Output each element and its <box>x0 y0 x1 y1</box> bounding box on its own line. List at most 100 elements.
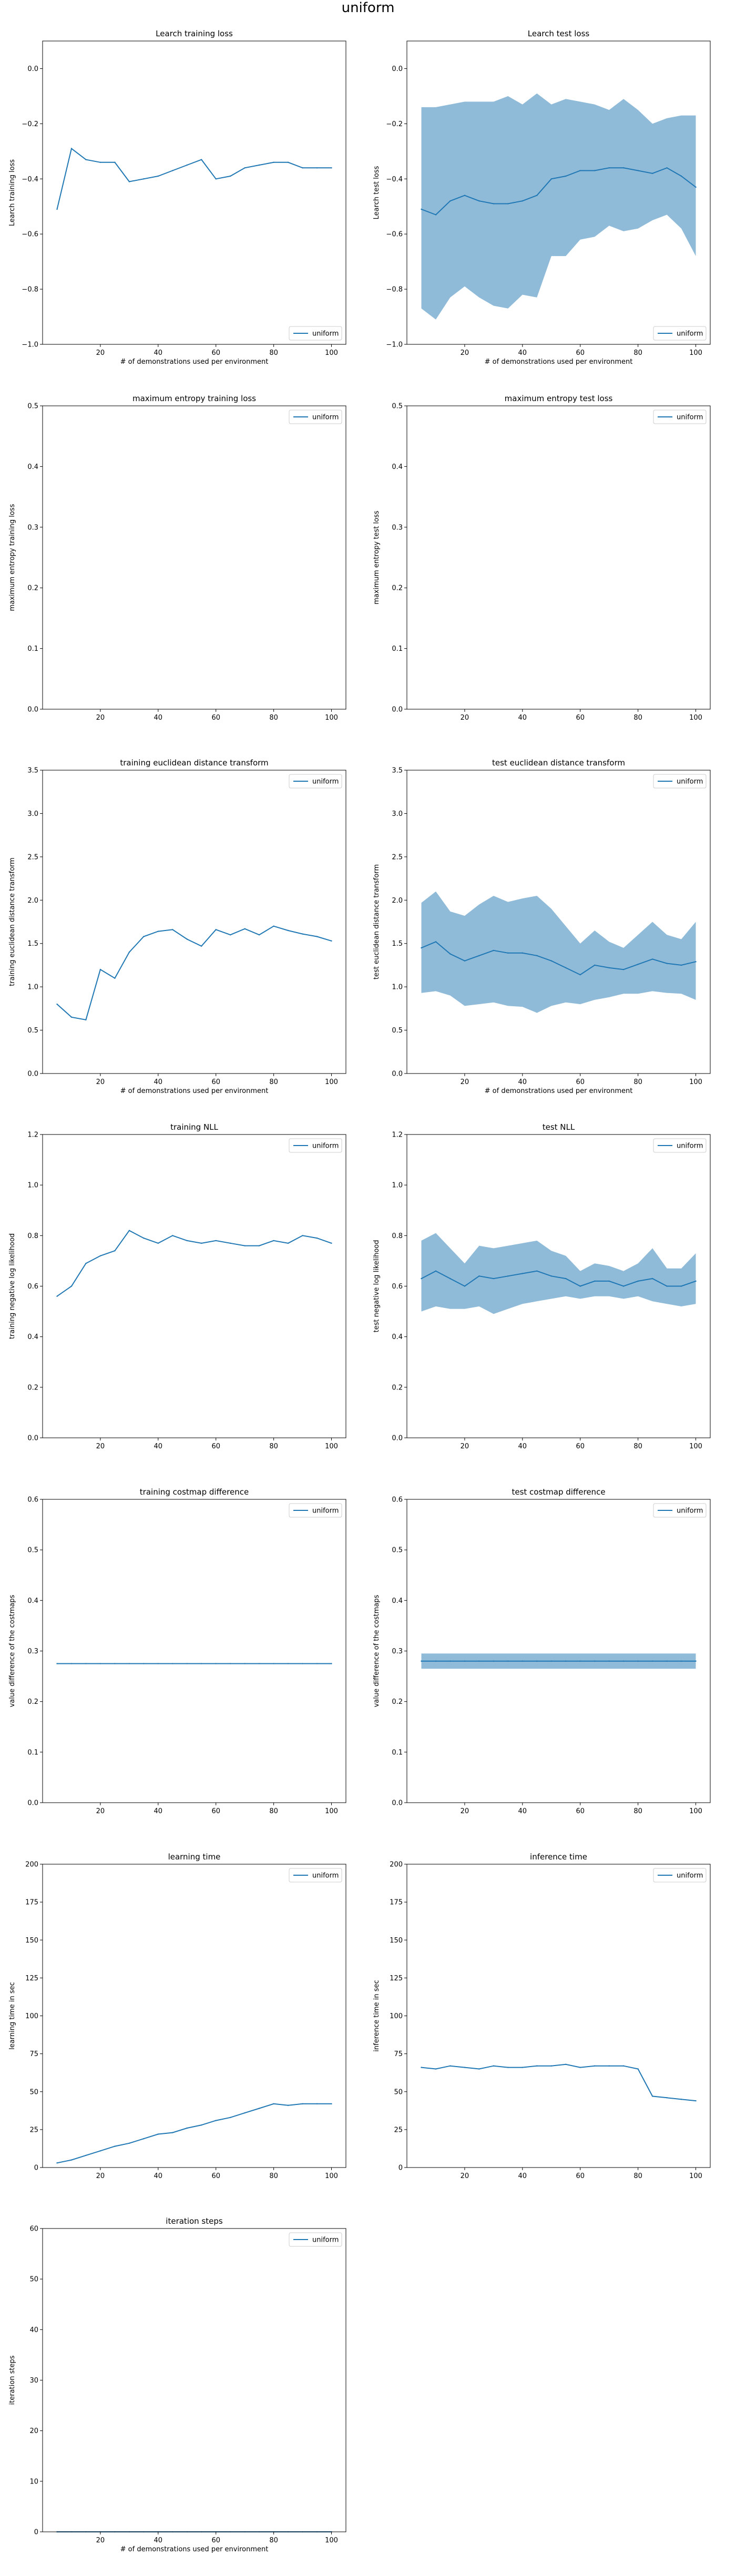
y-tick-label: 0.2 <box>392 1384 403 1392</box>
data-point <box>565 1277 567 1280</box>
y-tick-label: 25 <box>394 2126 403 2134</box>
data-point <box>316 2103 318 2104</box>
chart-title: inference time <box>530 1852 587 1862</box>
y-tick-label: 0.3 <box>392 524 403 531</box>
y-tick-label: 50 <box>29 2276 38 2284</box>
data-point <box>478 955 480 957</box>
y-tick-label: 2.0 <box>27 897 38 905</box>
data-point <box>56 2162 58 2164</box>
y-tick-label: 0.5 <box>392 1547 403 1555</box>
data-point <box>449 953 451 955</box>
data-point <box>128 181 130 182</box>
data-point <box>449 200 451 202</box>
x-tick-label: 80 <box>633 1078 642 1086</box>
y-tick-label: 0.1 <box>392 645 403 653</box>
data-point <box>287 929 289 932</box>
data-point <box>579 170 581 171</box>
data-point <box>273 161 274 163</box>
chart-panel-8: test NLL 20 40 60 80 100 0.0 0.2 0.4 0.6 0.8 1.0 1.2… <box>373 1122 711 1450</box>
data-point <box>421 208 422 210</box>
legend-label: uniform <box>312 778 339 786</box>
axes-frame <box>406 405 711 710</box>
x-tick-label: 40 <box>518 2172 527 2180</box>
data-point <box>666 963 668 964</box>
data-point <box>316 167 318 169</box>
data-point <box>421 947 422 949</box>
chart-title: training euclidean distance transform <box>120 758 268 768</box>
y-axis-label: value difference of the costmaps <box>8 1594 16 1707</box>
legend-label: uniform <box>677 1142 703 1150</box>
y-tick-label: 0.4 <box>27 463 38 471</box>
y-tick-label: 3.5 <box>27 767 38 775</box>
y-tick-label: 0.2 <box>27 585 38 592</box>
x-tick-label: 80 <box>633 349 642 357</box>
data-point <box>493 203 495 205</box>
legend-box <box>653 1138 707 1153</box>
y-tick-label: 20 <box>29 2427 38 2435</box>
y-tick-label: 0.4 <box>392 463 403 471</box>
data-point <box>435 1270 437 1272</box>
y-tick-label: 0.5 <box>392 1027 403 1035</box>
legend: uniform <box>653 326 707 341</box>
y-tick-label: 0.4 <box>392 1333 403 1341</box>
data-point <box>143 178 145 180</box>
legend: uniform <box>289 2232 342 2247</box>
y-tick-label: 0 <box>398 2164 403 2172</box>
data-point <box>56 1295 58 1297</box>
data-point <box>651 958 653 960</box>
legend: uniform <box>289 774 342 789</box>
y-tick-label: 60 <box>29 2225 38 2233</box>
y-tick-label: 2.5 <box>392 853 403 861</box>
x-axis-label: # of demonstrations used per environment <box>120 2546 269 2553</box>
data-point <box>186 1663 188 1664</box>
data-point <box>550 2065 553 2067</box>
data-point <box>56 1003 58 1005</box>
data-point <box>244 1245 246 1246</box>
legend-box <box>289 410 342 424</box>
axes-frame <box>42 2228 346 2532</box>
y-tick-label: 0.2 <box>392 585 403 592</box>
y-tick-label: 0.6 <box>392 1283 403 1291</box>
x-tick-label: 100 <box>325 1078 338 1086</box>
x-tick-label: 60 <box>576 1807 585 1815</box>
x-tick-label: 100 <box>689 1443 702 1450</box>
x-tick-label: 100 <box>689 2172 702 2180</box>
data-point <box>302 933 303 935</box>
x-tick-label: 100 <box>325 714 338 722</box>
data-point <box>507 1275 509 1277</box>
data-point <box>666 1285 668 1287</box>
legend: uniform <box>653 1138 707 1153</box>
series-line <box>57 2103 332 2164</box>
data-point <box>421 1660 422 1662</box>
data-point <box>622 167 625 169</box>
x-tick-label: 60 <box>211 2537 220 2544</box>
y-tick-label: 0.0 <box>27 65 38 73</box>
data-point <box>186 938 188 940</box>
y-tick-label: 50 <box>394 2088 403 2096</box>
y-tick-label: 0.1 <box>392 1749 403 1756</box>
y-tick-label: 1.5 <box>27 940 38 948</box>
data-point <box>244 167 246 169</box>
axes-frame <box>406 1864 711 2168</box>
y-tick-label: 10 <box>29 2478 38 2486</box>
data-point <box>157 931 159 932</box>
y-tick-label: 200 <box>25 1861 38 1869</box>
data-point <box>215 178 217 180</box>
y-tick-label: 0.0 <box>392 1435 403 1443</box>
legend-box <box>653 410 707 424</box>
x-tick-label: 80 <box>633 1807 642 1815</box>
chart-title: training NLL <box>170 1122 218 1132</box>
data-point <box>536 1270 538 1272</box>
y-axis-label: test euclidean distance transform <box>373 864 381 979</box>
x-tick-label: 40 <box>518 714 527 722</box>
data-point <box>128 1230 130 1231</box>
data-point <box>331 2103 332 2104</box>
y-tick-label: 40 <box>29 2326 38 2334</box>
data-point <box>201 1663 202 1664</box>
x-tick-label: 60 <box>211 2172 220 2180</box>
data-point <box>536 195 538 196</box>
legend: uniform <box>289 1138 342 1153</box>
y-tick-label: 0.2 <box>27 1698 38 1706</box>
chart-panel-10: test costmap difference 20 40 60 80 100 0.0 0.1… <box>373 1487 711 1815</box>
y-tick-label: 3.0 <box>27 810 38 818</box>
